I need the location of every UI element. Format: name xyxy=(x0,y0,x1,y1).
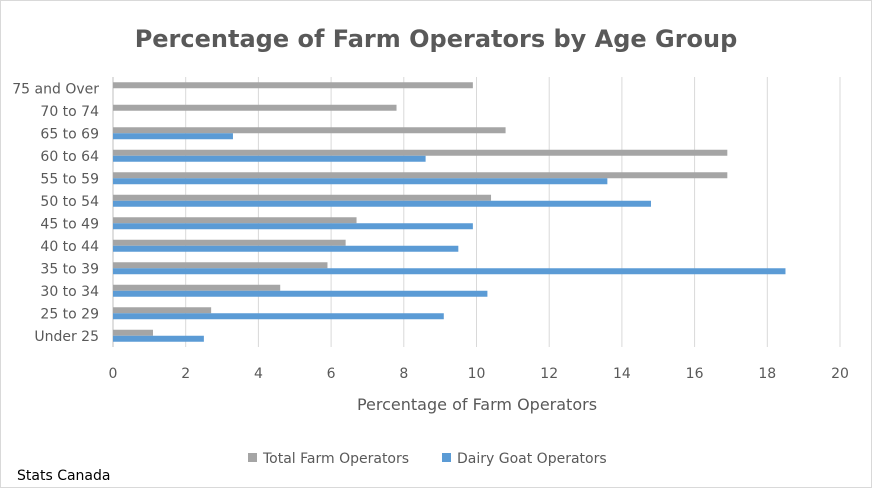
y-tick-label: 75 and Over xyxy=(12,81,99,97)
bar xyxy=(113,313,444,320)
y-tick-label: 50 to 54 xyxy=(40,194,99,210)
bar xyxy=(113,268,786,275)
y-tick-label: 65 to 69 xyxy=(40,126,99,142)
y-axis-ticks: Under 25 25 to 29 30 to 34 35 to 39 40 to 44… xyxy=(12,81,99,345)
bar xyxy=(113,194,492,201)
x-tick-label: 2 xyxy=(181,366,190,382)
x-axis-label: Percentage of Farm Operators xyxy=(357,395,597,414)
bar xyxy=(113,149,728,156)
y-tick-label: 70 to 74 xyxy=(40,104,99,120)
x-tick-label: 8 xyxy=(399,366,408,382)
bar xyxy=(113,245,459,252)
bar xyxy=(113,239,346,246)
legend: Total Farm Operators Dairy Goat Operators xyxy=(248,451,607,467)
x-tick-label: 0 xyxy=(109,366,118,382)
bar xyxy=(113,82,473,89)
y-tick-label: 25 to 29 xyxy=(40,306,99,322)
bar xyxy=(113,155,426,162)
y-tick-label: 60 to 64 xyxy=(40,149,99,165)
bar xyxy=(113,290,488,297)
bar xyxy=(113,223,473,230)
x-tick-label: 12 xyxy=(540,366,558,382)
bar xyxy=(113,284,281,291)
legend-label: Dairy Goat Operators xyxy=(457,451,607,467)
legend-label: Total Farm Operators xyxy=(262,451,409,467)
y-tick-label: 40 to 44 xyxy=(40,239,99,255)
bar xyxy=(113,127,506,134)
x-axis-ticks: 0 2 4 6 8 10 12 14 16 18 20 xyxy=(109,366,849,382)
gridlines xyxy=(112,77,841,347)
bar xyxy=(113,172,728,179)
bar xyxy=(113,329,153,336)
bar xyxy=(113,307,212,314)
legend-swatch xyxy=(248,453,257,462)
bar xyxy=(113,178,608,185)
bar xyxy=(113,104,397,111)
y-tick-label: 45 to 49 xyxy=(40,216,99,232)
x-tick-label: 20 xyxy=(831,366,849,382)
y-tick-label: Under 25 xyxy=(34,329,99,345)
y-tick-label: 30 to 34 xyxy=(40,284,99,300)
bar xyxy=(113,335,204,342)
y-tick-label: 55 to 59 xyxy=(40,171,99,187)
bars xyxy=(113,82,786,342)
x-tick-label: 18 xyxy=(758,366,776,382)
source-note: Stats Canada xyxy=(17,468,111,484)
legend-swatch xyxy=(442,453,451,462)
x-tick-label: 6 xyxy=(327,366,336,382)
y-tick-label: 35 to 39 xyxy=(40,261,99,277)
bar xyxy=(113,133,233,140)
bar xyxy=(113,217,357,224)
x-tick-label: 14 xyxy=(613,366,631,382)
bar xyxy=(113,200,651,207)
x-tick-label: 16 xyxy=(686,366,704,382)
x-tick-label: 4 xyxy=(254,366,263,382)
x-tick-label: 10 xyxy=(468,366,486,382)
bar xyxy=(113,262,328,269)
chart-title: Percentage of Farm Operators by Age Grou… xyxy=(135,25,738,53)
